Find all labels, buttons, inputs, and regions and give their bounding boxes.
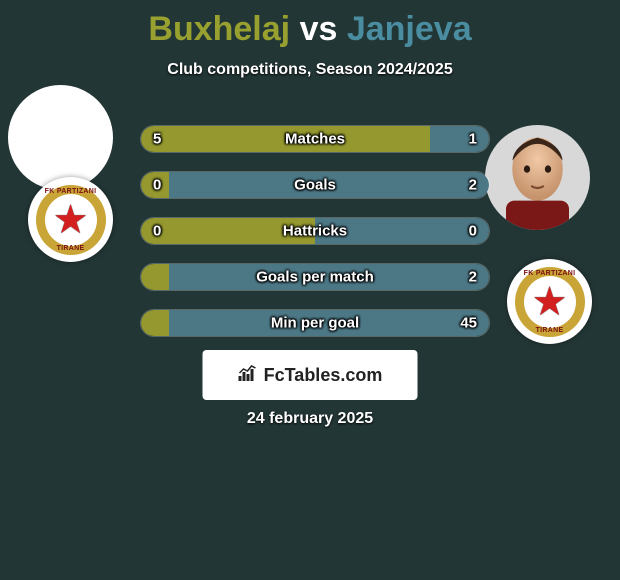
chart-icon [238, 364, 260, 387]
bar-value-right: 2 [469, 269, 477, 286]
badge-text-bottom: TIRANE [57, 245, 85, 252]
page-title: Buxhelaj vs Janjeva [0, 0, 620, 49]
star-icon: ★ [53, 200, 89, 240]
bar-value-left: 0 [153, 223, 161, 240]
date-label: 24 february 2025 [247, 410, 373, 428]
player1-club-badge: FK PARTIZANI ★ TIRANE [28, 177, 113, 262]
title-player1: Buxhelaj [148, 10, 290, 48]
player2-club-badge: FK PARTIZANI ★ TIRANE [507, 259, 592, 344]
bar-left-fill [141, 310, 169, 336]
bar-row: 2 Goals per match [140, 263, 490, 291]
bar-label: Goals per match [256, 269, 374, 286]
bar-value-right: 0 [469, 223, 477, 240]
bar-row: 0 0 Hattricks [140, 217, 490, 245]
avatar-placeholder-icon [485, 125, 590, 230]
bar-right-fill [430, 126, 489, 152]
avatar-placeholder-icon [8, 85, 113, 190]
player2-avatar [485, 125, 590, 230]
bar-label: Matches [285, 131, 345, 148]
badge-text-bottom: TIRANE [536, 327, 564, 334]
bar-value-right: 2 [469, 177, 477, 194]
bar-row: 45 Min per goal [140, 309, 490, 337]
bar-label: Hattricks [283, 223, 347, 240]
watermark-text: FcTables.com [264, 365, 383, 386]
title-vs: vs [300, 10, 338, 48]
badge-inner: FK PARTIZANI ★ TIRANE [514, 266, 586, 338]
bar-value-right: 1 [469, 131, 477, 148]
bar-label: Goals [294, 177, 336, 194]
bar-label: Min per goal [271, 315, 359, 332]
bar-row: 0 2 Goals [140, 171, 490, 199]
title-player2: Janjeva [347, 10, 472, 48]
comparison-bars: 5 1 Matches 0 2 Goals 0 0 Hattricks 2 Goals per ma… [140, 125, 490, 355]
bar-row: 5 1 Matches [140, 125, 490, 153]
badge-text-top: FK PARTIZANI [45, 188, 97, 195]
badge-text-top: FK PARTIZANI [524, 270, 576, 277]
bar-left-fill [141, 264, 169, 290]
bar-value-right: 45 [460, 315, 477, 332]
bar-value-left: 0 [153, 177, 161, 194]
subtitle: Club competitions, Season 2024/2025 [0, 61, 620, 79]
star-icon: ★ [532, 282, 568, 322]
watermark: FcTables.com [203, 350, 418, 400]
badge-inner: FK PARTIZANI ★ TIRANE [35, 184, 107, 256]
player1-avatar [8, 85, 113, 190]
bar-value-left: 5 [153, 131, 161, 148]
